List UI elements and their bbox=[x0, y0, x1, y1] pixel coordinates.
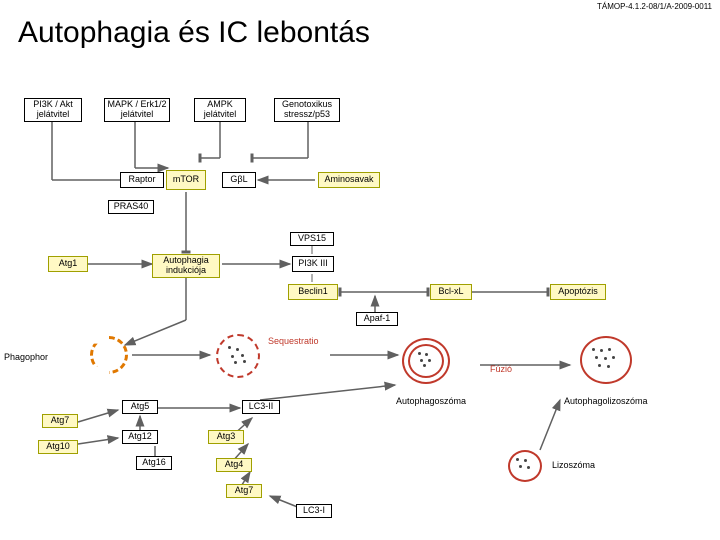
node-atg7b: Atg7 bbox=[226, 484, 262, 498]
label-sequestratio: Sequestratio bbox=[268, 336, 319, 346]
node-atg16: Atg16 bbox=[136, 456, 172, 470]
node-amino: Aminosavak bbox=[318, 172, 380, 188]
node-vps15: VPS15 bbox=[290, 232, 334, 246]
phagophor-shape bbox=[90, 336, 128, 374]
node-raptor: Raptor bbox=[120, 172, 164, 188]
node-lc3i: LC3-I bbox=[296, 504, 332, 518]
cargo-3 bbox=[590, 346, 622, 374]
node-lc3ii: LC3-II bbox=[242, 400, 280, 414]
node-beclin1: Beclin1 bbox=[288, 284, 338, 300]
label-phagophor: Phagophor bbox=[4, 352, 48, 362]
node-atg7: Atg7 bbox=[42, 414, 78, 428]
label-fuzio: Fúzió bbox=[490, 364, 512, 374]
node-mtor: mTOR bbox=[166, 170, 206, 190]
node-apaf1: Apaf-1 bbox=[356, 312, 398, 326]
node-atg3: Atg3 bbox=[208, 430, 244, 444]
label-autophagoszoma: Autophagoszóma bbox=[396, 396, 466, 406]
node-ampk: AMPK jelátvitel bbox=[194, 98, 246, 122]
node-genotox: Genotoxikus stressz/p53 bbox=[274, 98, 340, 122]
page-title: Autophagia és IC lebontás bbox=[18, 16, 370, 50]
node-pras40: PRAS40 bbox=[108, 200, 154, 214]
cargo-1 bbox=[226, 344, 250, 368]
node-gbl: GβL bbox=[222, 172, 256, 188]
node-atg12: Atg12 bbox=[122, 430, 158, 444]
header-code: TÁMOP-4.1.2-08/1/A-2009-0011 bbox=[597, 2, 712, 11]
label-autophagolizoszoma: Autophagolizoszóma bbox=[564, 396, 648, 406]
node-pi3k-akt: PI3K / Akt jelátvitel bbox=[24, 98, 82, 122]
node-mapk: MAPK / Erk1/2 jelátvitel bbox=[104, 98, 170, 122]
label-lizoszoma: Lizoszóma bbox=[552, 460, 595, 470]
node-bclxl: Bcl-xL bbox=[430, 284, 472, 300]
cargo-2 bbox=[416, 350, 436, 370]
node-atg5: Atg5 bbox=[122, 400, 158, 414]
node-atg1: Atg1 bbox=[48, 256, 88, 272]
cargo-4 bbox=[514, 456, 536, 476]
node-atg4: Atg4 bbox=[216, 458, 252, 472]
node-pi3kiii: PI3K III bbox=[292, 256, 334, 272]
node-atg10: Atg10 bbox=[38, 440, 78, 454]
node-apoptozis: Apoptózis bbox=[550, 284, 606, 300]
connections bbox=[0, 0, 720, 540]
node-autophagia-ind: Autophagia indukciója bbox=[152, 254, 220, 278]
